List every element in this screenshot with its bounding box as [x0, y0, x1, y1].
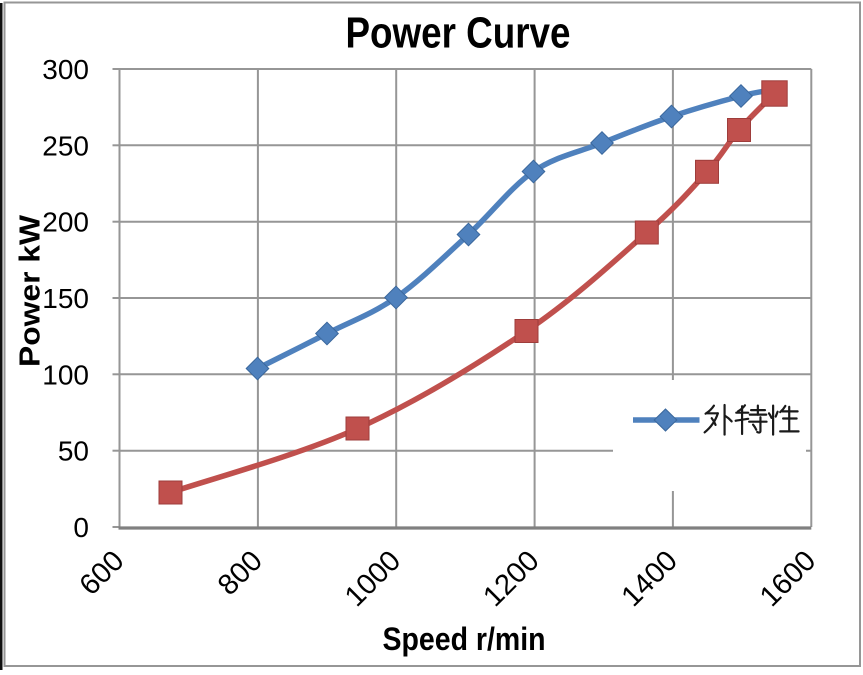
svg-text:100: 100 [42, 359, 89, 390]
svg-text:Power Curve: Power Curve [346, 9, 571, 58]
svg-text:150: 150 [42, 283, 89, 314]
svg-text:0: 0 [73, 512, 89, 543]
svg-text:200: 200 [42, 207, 89, 238]
svg-text:300: 300 [42, 54, 89, 85]
svg-text:Speed r/min: Speed r/min [383, 621, 546, 657]
svg-text:50: 50 [58, 436, 89, 467]
svg-text:250: 250 [42, 130, 89, 161]
svg-text:Power kW: Power kW [15, 214, 47, 367]
